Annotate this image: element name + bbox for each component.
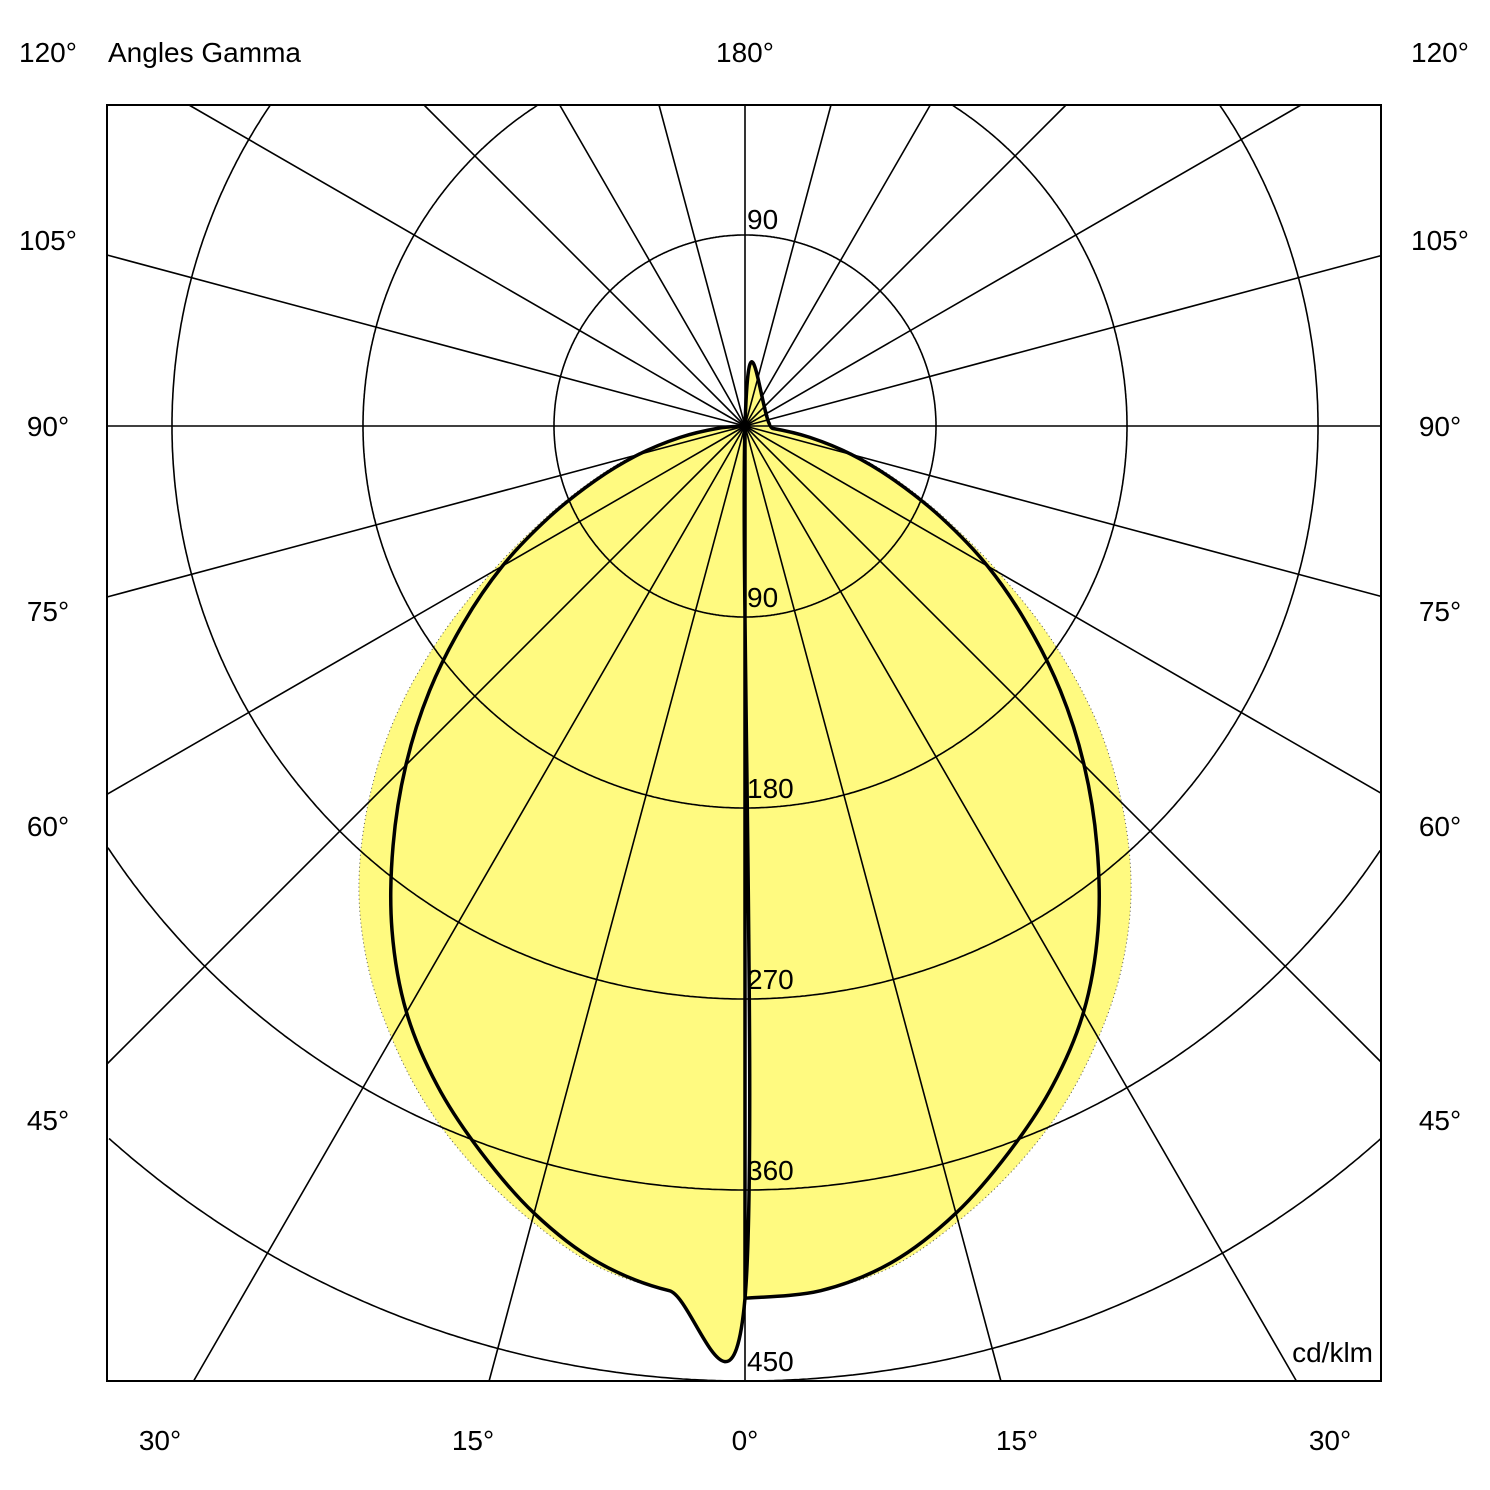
spoke-105deg bbox=[744, 254, 1382, 427]
left-angle-label: 45° bbox=[27, 1105, 69, 1136]
radial-tick-label-270: 270 bbox=[747, 964, 794, 995]
spoke-60deg bbox=[744, 425, 1382, 794]
radial-circle-360 bbox=[107, 847, 1381, 1191]
spoke-195deg bbox=[658, 104, 746, 427]
spoke-315deg bbox=[106, 425, 746, 1065]
bottom-angle-label: 0° bbox=[732, 1425, 759, 1456]
right-angle-label: 60° bbox=[1419, 811, 1461, 842]
chart-title: Angles Gamma bbox=[108, 37, 301, 68]
right-angle-label: 45° bbox=[1419, 1105, 1461, 1136]
spoke-120deg bbox=[744, 104, 1302, 427]
radial-tick-label-top-90: 90 bbox=[747, 204, 778, 235]
radial-tick-label-90: 90 bbox=[747, 582, 778, 613]
left-angle-label: 120° bbox=[19, 37, 77, 68]
spoke-15deg bbox=[744, 425, 1002, 1382]
spoke-330deg bbox=[192, 425, 746, 1382]
radial-tick-label-450: 450 bbox=[747, 1346, 794, 1377]
bottom-angle-label: 30° bbox=[1309, 1425, 1351, 1456]
spoke-165deg bbox=[744, 104, 832, 427]
left-angle-label: 60° bbox=[27, 811, 69, 842]
bottom-angle-label: 15° bbox=[452, 1425, 494, 1456]
radial-circle-450 bbox=[108, 1137, 1382, 1382]
left-angle-label: 90° bbox=[27, 411, 69, 442]
plot-frame bbox=[106, 104, 1382, 1382]
spoke-300deg bbox=[106, 425, 746, 795]
right-angle-label: 120° bbox=[1411, 37, 1469, 68]
spoke-240deg bbox=[188, 104, 746, 427]
spoke-210deg bbox=[559, 104, 746, 427]
radial-circle-270 bbox=[171, 105, 1319, 1000]
spoke-150deg bbox=[744, 104, 931, 427]
radial-tick-label-360: 360 bbox=[747, 1155, 794, 1186]
top-angle-label: 180° bbox=[716, 37, 774, 68]
series-black-curve bbox=[388, 360, 1102, 1364]
spoke-30deg bbox=[744, 425, 1298, 1382]
radial-tick-label-180: 180 bbox=[747, 773, 794, 804]
right-angle-label: 90° bbox=[1419, 411, 1461, 442]
spoke-225deg bbox=[423, 104, 746, 427]
spoke-135deg bbox=[744, 104, 1067, 427]
spoke-45deg bbox=[744, 425, 1382, 1063]
spoke-345deg bbox=[488, 425, 746, 1382]
left-angle-label: 105° bbox=[19, 225, 77, 256]
spoke-255deg bbox=[106, 254, 746, 427]
right-angle-label: 105° bbox=[1411, 225, 1469, 256]
right-angle-label: 75° bbox=[1419, 596, 1461, 627]
left-angle-label: 75° bbox=[27, 596, 69, 627]
unit-label: cd/klm bbox=[1292, 1337, 1373, 1368]
bottom-angle-label: 30° bbox=[139, 1425, 181, 1456]
bottom-angle-label: 15° bbox=[996, 1425, 1038, 1456]
radial-circle-180 bbox=[362, 104, 1128, 809]
